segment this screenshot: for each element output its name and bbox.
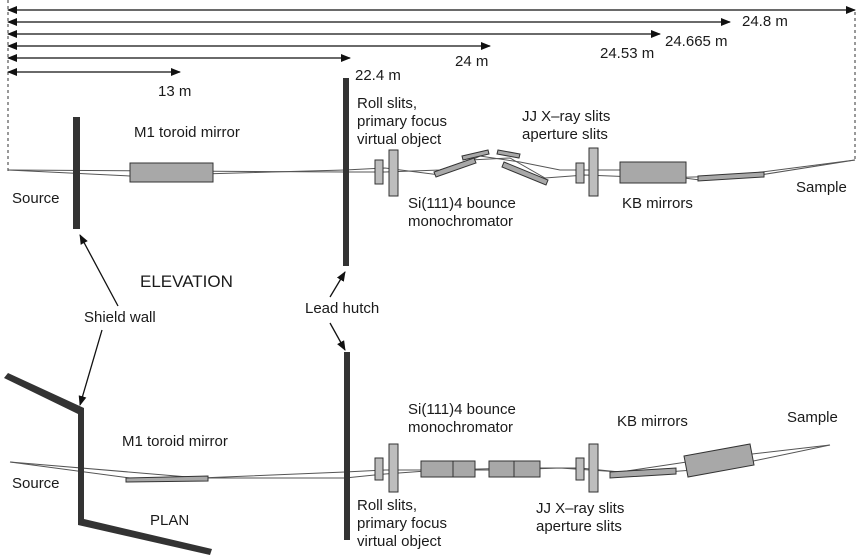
distance-label-24-665: 24.665 m <box>665 33 728 50</box>
plan-roll-slit-a <box>374 457 384 481</box>
shield-wall-arrow-up <box>79 234 119 307</box>
elevation-monochromator <box>433 149 549 186</box>
elevation-kb-mirror-2 <box>697 171 765 182</box>
elevation-kb-label: KB mirrors <box>622 195 693 212</box>
shared-callouts: Shield wall Lead hutch <box>78 234 379 406</box>
elevation-shield-wall <box>73 117 80 229</box>
plan-jj-slit-a <box>575 457 585 481</box>
plan-m1-mirror <box>125 475 209 483</box>
elevation-jj-slit-a <box>575 162 585 184</box>
elevation-source-label: Source <box>12 190 60 207</box>
plan-lead-hutch <box>344 352 350 540</box>
plan-beam-lower <box>9 444 831 479</box>
elevation-roll-slit-a <box>374 159 384 185</box>
plan-source-label: Source <box>12 475 60 492</box>
plan-m1-label: M1 toroid mirror <box>122 433 228 450</box>
shield-wall-arrow-down <box>78 329 103 406</box>
elevation-jj-slits-label: JJ X–ray slits aperture slits <box>522 108 615 143</box>
plan-jj-slits-label: JJ X–ray slits aperture slits <box>536 500 629 535</box>
elevation-lead-hutch <box>343 78 349 266</box>
distance-label-24-53: 24.53 m <box>600 45 654 62</box>
elevation-title: ELEVATION <box>140 272 233 291</box>
elevation-roll-slits-label: Roll slits, primary focus virtual object <box>357 95 451 148</box>
elevation-mono-label: Si(111)4 bounce monochromator <box>408 195 520 230</box>
plan-roll-slits-label: Roll slits, primary focus virtual object <box>357 497 451 550</box>
distance-label-24-8: 24.8 m <box>742 13 788 30</box>
plan-title: PLAN <box>150 512 189 529</box>
plan-kb-mirror-2 <box>683 443 755 478</box>
elevation-sample-label: Sample <box>796 179 847 196</box>
elevation-m1-label: M1 toroid mirror <box>134 124 240 141</box>
shield-wall-label: Shield wall <box>84 309 156 326</box>
lead-hutch-label: Lead hutch <box>305 300 379 317</box>
distance-label-13: 13 m <box>158 83 191 100</box>
elevation-kb-mirror-1 <box>619 161 687 184</box>
plan-view: Si(111)4 bounce monochromator KB mirrors… <box>4 352 838 555</box>
elevation-m1-mirror <box>129 162 214 183</box>
elevation-view: Source M1 toroid mirror Roll slits, prim… <box>7 78 856 291</box>
plan-sample-label: Sample <box>787 409 838 426</box>
distance-label-24: 24 m <box>455 53 488 70</box>
plan-mono-label: Si(111)4 bounce monochromator <box>408 401 520 436</box>
lead-hutch-arrow-up <box>329 271 346 298</box>
elevation-beam-upper <box>7 157 856 179</box>
plan-monochromator <box>420 460 541 478</box>
distance-label-22-4: 22.4 m <box>355 67 401 84</box>
elevation-roll-slit-b <box>388 149 399 197</box>
elevation-jj-slit-b <box>588 147 599 197</box>
plan-kb-mirror-1 <box>609 467 677 479</box>
lead-hutch-arrow-down <box>329 322 346 351</box>
plan-kb-label: KB mirrors <box>617 413 688 430</box>
plan-roll-slit-b <box>388 443 399 493</box>
distance-scale: 24.8 m 24.665 m 24.53 m 24 m 22.4 m 13 m <box>7 0 856 172</box>
plan-jj-slit-b <box>588 443 599 493</box>
